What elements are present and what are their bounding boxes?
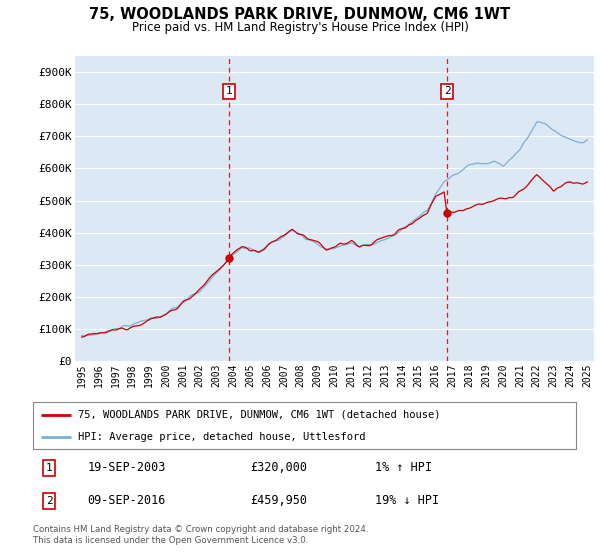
Text: 75, WOODLANDS PARK DRIVE, DUNMOW, CM6 1WT: 75, WOODLANDS PARK DRIVE, DUNMOW, CM6 1W… [89,7,511,22]
Text: 2: 2 [444,86,451,96]
Text: HPI: Average price, detached house, Uttlesford: HPI: Average price, detached house, Uttl… [77,432,365,442]
Text: 75, WOODLANDS PARK DRIVE, DUNMOW, CM6 1WT (detached house): 75, WOODLANDS PARK DRIVE, DUNMOW, CM6 1W… [77,410,440,420]
Text: 19-SEP-2003: 19-SEP-2003 [88,461,166,474]
Text: 1% ↑ HPI: 1% ↑ HPI [375,461,432,474]
Text: 1: 1 [226,86,232,96]
Text: 1: 1 [46,463,53,473]
Text: 2: 2 [46,496,53,506]
Text: Price paid vs. HM Land Registry's House Price Index (HPI): Price paid vs. HM Land Registry's House … [131,21,469,34]
Text: 19% ↓ HPI: 19% ↓ HPI [375,494,439,507]
Text: £459,950: £459,950 [250,494,307,507]
Text: 09-SEP-2016: 09-SEP-2016 [88,494,166,507]
Text: Contains HM Land Registry data © Crown copyright and database right 2024.
This d: Contains HM Land Registry data © Crown c… [33,525,368,545]
Text: £320,000: £320,000 [250,461,307,474]
